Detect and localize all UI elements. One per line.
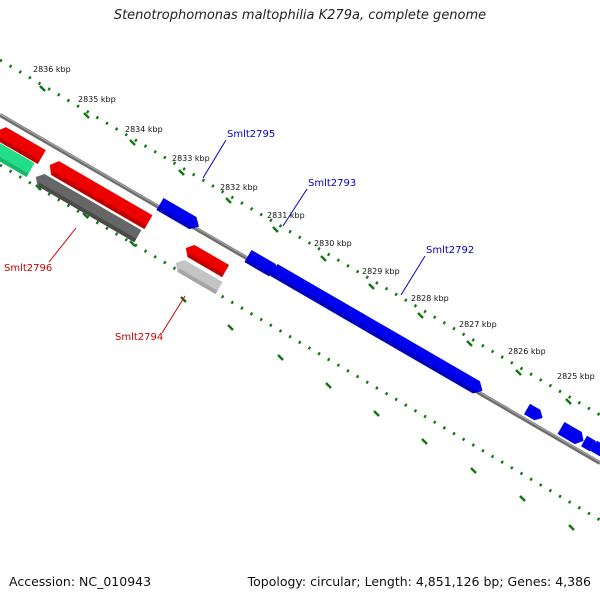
accession-label: Accession: NC_010943 xyxy=(9,574,152,589)
reverse-strand-features xyxy=(0,127,230,295)
scale-tick-label: 2826 kbp xyxy=(508,347,546,356)
gene-label-smlt2792[interactable]: Smlt2792 xyxy=(426,245,474,256)
gene-smlt2796-arrow xyxy=(49,161,153,230)
forward-gene-arrow xyxy=(557,421,584,445)
gene-smlt2794-arrow xyxy=(185,244,230,278)
genome-summary: Topology: circular; Length: 4,851,126 bp… xyxy=(247,574,591,589)
gene-smlt2793-arrow xyxy=(244,249,278,277)
gene-label-smlt2793[interactable]: Smlt2793 xyxy=(308,178,356,189)
gene-smlt2792-arrow xyxy=(270,263,483,394)
outer-scale-ring xyxy=(0,58,600,417)
scale-tick-label: 2832 kbp xyxy=(220,183,258,192)
scale-tick-labels: 2836 kbp 2835 kbp 2834 kbp 2833 kbp 2832… xyxy=(33,65,595,381)
rna-feature xyxy=(0,143,35,177)
scale-tick-label: 2825 kbp xyxy=(557,372,595,381)
scale-tick-label: 2830 kbp xyxy=(314,239,352,248)
scale-tick-label: 2836 kbp xyxy=(33,65,71,74)
reverse-gene-arrow xyxy=(0,127,46,164)
outer-major-ticks xyxy=(39,85,572,405)
forward-strand-features xyxy=(156,197,600,459)
forward-gene-arrow xyxy=(580,435,597,452)
reverse-other-arrow xyxy=(35,173,142,243)
scale-tick-label: 2834 kbp xyxy=(125,125,163,134)
label-leader-lines xyxy=(48,139,426,334)
scale-tick-label: 2835 kbp xyxy=(78,95,116,104)
inner-scale-ring xyxy=(0,163,600,522)
scale-tick-label: 2833 kbp xyxy=(172,154,210,163)
gene-label-smlt2795[interactable]: Smlt2795 xyxy=(227,129,275,140)
scale-tick-label: 2827 kbp xyxy=(459,320,497,329)
scale-tick-label: 2828 kbp xyxy=(411,294,449,303)
forward-gene-arrow xyxy=(590,440,600,459)
inner-major-ticks xyxy=(35,184,575,531)
gene-label-smlt2796[interactable]: Smlt2796 xyxy=(4,263,52,274)
gene-label-smlt2794[interactable]: Smlt2794 xyxy=(115,332,163,343)
map-title: Stenotrophomonas maltophilia K279a, comp… xyxy=(113,8,487,23)
gene-smlt2795-arrow xyxy=(156,197,199,230)
scale-tick-label: 2831 kbp xyxy=(267,211,305,220)
pseudogene-arrow xyxy=(175,259,223,295)
forward-gene-arrow xyxy=(523,403,543,421)
scale-tick-label: 2829 kbp xyxy=(362,267,400,276)
